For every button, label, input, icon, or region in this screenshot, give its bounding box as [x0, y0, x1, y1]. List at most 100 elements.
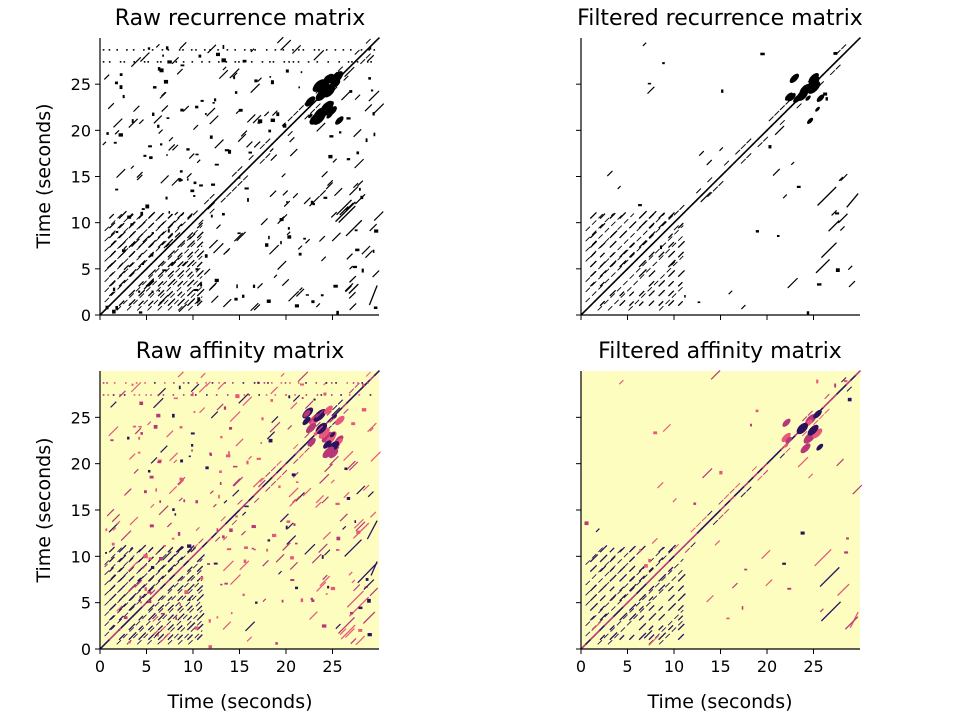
edge-streak [340, 624, 356, 640]
noise-mark [325, 593, 328, 595]
noise-mark [643, 630, 653, 639]
lattice-segment [619, 230, 628, 239]
noise-mark [768, 145, 772, 149]
lattice-diagonal [104, 213, 195, 303]
lattice-segment [128, 623, 136, 631]
noise-mark [134, 579, 143, 588]
diagonal-segment [687, 203, 694, 210]
lattice-segment [667, 585, 674, 592]
diagonal-segment [220, 522, 227, 530]
noise-mark [237, 133, 247, 143]
noise-mark [838, 176, 844, 182]
near-diagonal-segment [723, 493, 730, 500]
lattice-segment [628, 634, 635, 641]
noise-mark [285, 525, 288, 530]
lattice-diagonal [585, 213, 655, 283]
noise-mark [130, 381, 142, 393]
x-tick-label: 15 [710, 657, 730, 676]
diagonal-segment [285, 458, 292, 465]
y-axis-label: Time (seconds) [33, 103, 55, 249]
blob-core [796, 89, 809, 101]
diagonal-segment [280, 129, 288, 136]
noise-mark [750, 423, 752, 427]
noise-mark [344, 467, 348, 470]
near-diagonal-segment [779, 119, 786, 126]
noise-mark [834, 212, 840, 215]
blob-mark [303, 410, 311, 418]
noise-mark [242, 396, 253, 406]
noise-mark [349, 185, 359, 196]
noise-mark [355, 635, 366, 646]
noise-mark [782, 194, 788, 199]
noise-mark [294, 394, 296, 396]
noise-mark [346, 117, 351, 120]
noise-mark [236, 284, 238, 289]
noise-mark [157, 460, 162, 464]
x-axis-label: Time (seconds) [646, 691, 792, 713]
lattice-segment [108, 291, 115, 297]
lattice-segment [619, 211, 627, 219]
noise-mark [178, 49, 181, 51]
lattice-segment [147, 269, 157, 278]
near-diagonal-segment [293, 443, 299, 450]
lattice-segment [638, 210, 648, 219]
lattice-segment [186, 545, 195, 553]
lattice-segment [177, 575, 184, 582]
noise-mark [324, 549, 331, 556]
noise-mark [373, 49, 376, 51]
noise-mark [288, 487, 299, 498]
noise-mark [112, 527, 117, 531]
noise-mark [188, 455, 191, 458]
blob-mark [807, 81, 821, 94]
blob-mark [332, 414, 338, 420]
lattice-segment [589, 231, 597, 239]
noise-mark [278, 485, 281, 489]
lattice-segment [186, 615, 193, 621]
diagonal-segment [136, 606, 143, 613]
lattice-segment [108, 615, 115, 621]
noise-mark [235, 108, 242, 115]
near-diagonal-segment [695, 521, 702, 528]
lattice-segment [186, 622, 196, 631]
noise-mark [348, 461, 359, 471]
noise-mark [280, 39, 292, 51]
noise-mark [303, 197, 311, 205]
noise-mark [218, 382, 220, 384]
near-diagonal-segment [281, 469, 288, 476]
lattice-segment [167, 250, 176, 258]
near-diagonal-segment [270, 466, 277, 472]
noise-mark [657, 481, 664, 489]
noise-mark [158, 557, 163, 561]
noise-mark [143, 154, 147, 157]
lattice-segment [186, 297, 196, 307]
near-diagonal-segment [684, 547, 691, 553]
blob-mark [808, 76, 820, 88]
diagonal-segment [248, 161, 255, 168]
noise-mark [235, 394, 238, 396]
diagonal-segment [775, 115, 782, 122]
noise-mark [307, 61, 310, 63]
noise-mark [235, 515, 238, 518]
noise-mark [258, 119, 263, 124]
diagonal-segment [211, 532, 218, 539]
diagonal-segment [243, 166, 250, 173]
noise-mark [252, 477, 263, 488]
near-diagonal-segment [265, 471, 271, 477]
noise-mark [269, 148, 274, 153]
diagonal-segment [836, 55, 843, 62]
lattice-segment [609, 586, 615, 592]
noise-mark [162, 394, 165, 396]
diagonal-segment [826, 397, 834, 405]
noise-mark [233, 476, 244, 487]
panel-title: Raw recurrence matrix [115, 6, 365, 31]
lattice-segment [177, 605, 183, 612]
noise-mark [352, 382, 355, 384]
near-diagonal-segment [740, 143, 746, 150]
edge-streak [846, 193, 859, 208]
diagonal-segment [650, 573, 657, 581]
noise-mark [155, 43, 160, 48]
diagonal-segment [724, 499, 731, 506]
diagonal-segment [285, 124, 292, 131]
noise-mark [188, 233, 196, 240]
near-diagonal-segment [841, 44, 847, 50]
